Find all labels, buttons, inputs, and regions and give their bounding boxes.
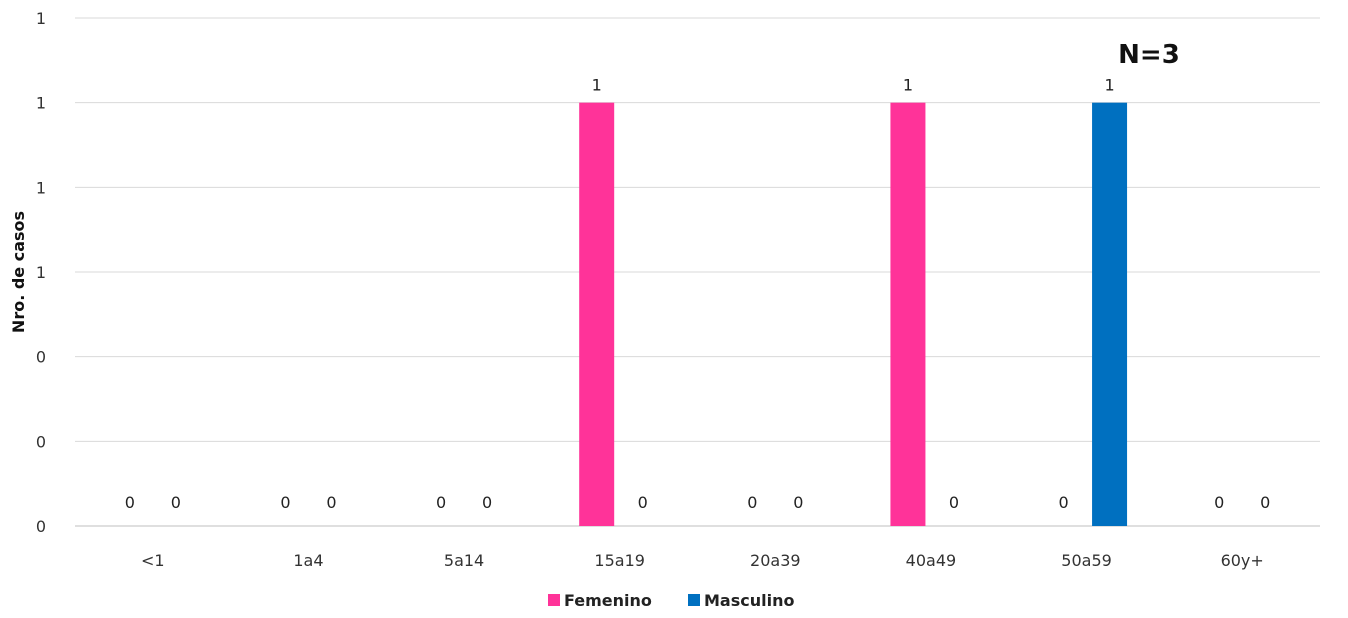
y-tick-label: 0 [36,432,46,451]
data-label: 0 [436,493,446,512]
data-label: 1 [903,76,913,95]
x-tick-label: 50a59 [1061,551,1112,570]
bars [579,102,1128,527]
data-label: 0 [1214,493,1224,512]
data-label: 0 [793,493,803,512]
x-tick-label: 1a4 [293,551,323,570]
total-annotation: N=3 [1118,40,1180,70]
data-label: 0 [482,493,492,512]
x-tick-label: 40a49 [906,551,957,570]
data-label: 1 [1104,76,1114,95]
bar-masculino-6 [1092,102,1128,527]
y-axis-ticks: 0 0 0 1 1 1 1 [36,9,46,536]
y-tick-label: 1 [36,94,46,113]
y-tick-label: 1 [36,263,46,282]
x-tick-label: 20a39 [750,551,801,570]
bar-femenino-5 [890,102,926,527]
data-label: 0 [125,493,135,512]
data-label: 0 [171,493,181,512]
data-label: 0 [280,493,290,512]
data-label: 0 [1058,493,1068,512]
data-label: 0 [326,493,336,512]
y-tick-label: 0 [36,517,46,536]
y-tick-label: 1 [36,9,46,28]
x-tick-label: <1 [141,551,165,570]
legend: Femenino Masculino [548,591,794,610]
x-tick-label: 15a19 [594,551,645,570]
data-label: 0 [638,493,648,512]
legend-swatch-femenino [548,594,560,606]
bar-femenino-3 [579,102,615,527]
y-axis-label: Nro. de casos [9,211,28,333]
data-label: 1 [592,76,602,95]
data-label: 0 [747,493,757,512]
legend-label-masculino: Masculino [704,591,794,610]
data-label: 0 [1260,493,1270,512]
legend-swatch-masculino [688,594,700,606]
gridlines [75,17,1320,527]
x-tick-label: 60y+ [1221,551,1264,570]
data-labels: 0 0 0 0 0 0 1 0 0 0 1 0 0 1 0 0 [125,76,1271,512]
y-tick-label: 1 [36,178,46,197]
x-tick-label: 5a14 [444,551,484,570]
data-label: 0 [949,493,959,512]
x-axis-ticks: <1 1a4 5a14 15a19 20a39 40a49 50a59 60y+ [141,551,1264,570]
y-tick-label: 0 [36,348,46,367]
legend-label-femenino: Femenino [564,591,652,610]
